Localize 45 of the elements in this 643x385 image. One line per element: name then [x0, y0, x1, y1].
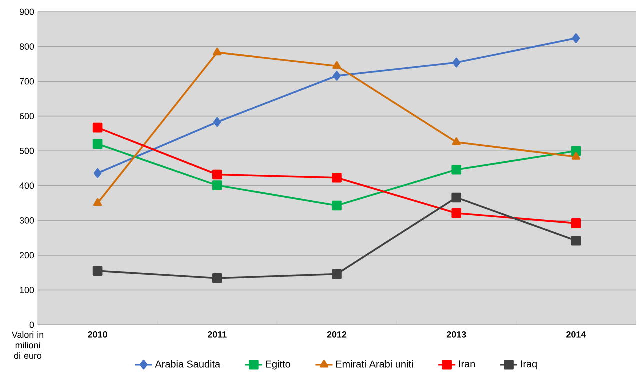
point	[213, 48, 222, 56]
y-tick-label: 700	[20, 78, 34, 85]
y-tick-label: 900	[20, 8, 34, 16]
point	[452, 192, 462, 203]
legend-label: Emirati Arabi uniti	[336, 360, 413, 368]
point	[332, 172, 342, 183]
point	[571, 236, 582, 246]
x-tick-label: 2014	[566, 332, 586, 338]
y-tick-label: 200	[20, 252, 34, 259]
y-tick-label: 0	[30, 322, 34, 328]
y-tick-label: 600	[20, 113, 34, 120]
point	[92, 266, 103, 276]
point	[332, 61, 342, 70]
point	[332, 200, 342, 211]
point	[452, 58, 460, 68]
y-axis-title: Valori in milioni di euro	[12, 332, 44, 360]
point	[92, 139, 103, 150]
point	[452, 208, 462, 218]
point	[333, 71, 341, 81]
legend-label: Egitto	[266, 360, 290, 370]
x-tick-label: 2012	[327, 332, 347, 338]
point	[212, 170, 222, 180]
point	[572, 34, 580, 44]
legend-label: Arabia Saudita	[155, 360, 221, 368]
x-tick-label: 2010	[88, 332, 108, 338]
legend-label: Iran	[459, 360, 475, 368]
point	[92, 122, 103, 133]
y-tick-label: 400	[20, 182, 34, 190]
y-tick-label: 100	[20, 287, 34, 294]
legend-label: Iraq	[521, 360, 537, 370]
point	[452, 138, 461, 146]
x-tick-label: 2013	[446, 332, 466, 338]
y-tick-label: 300	[20, 217, 34, 224]
point	[571, 218, 582, 228]
y-tick-label: 800	[20, 44, 34, 50]
point	[332, 269, 342, 280]
point	[93, 198, 102, 206]
point	[452, 164, 462, 175]
point	[94, 168, 102, 178]
y-tick-label: 500	[20, 148, 34, 154]
x-tick-label: 2011	[208, 332, 227, 338]
point	[572, 152, 581, 160]
point	[212, 180, 222, 190]
point	[212, 274, 222, 284]
point	[214, 117, 222, 128]
